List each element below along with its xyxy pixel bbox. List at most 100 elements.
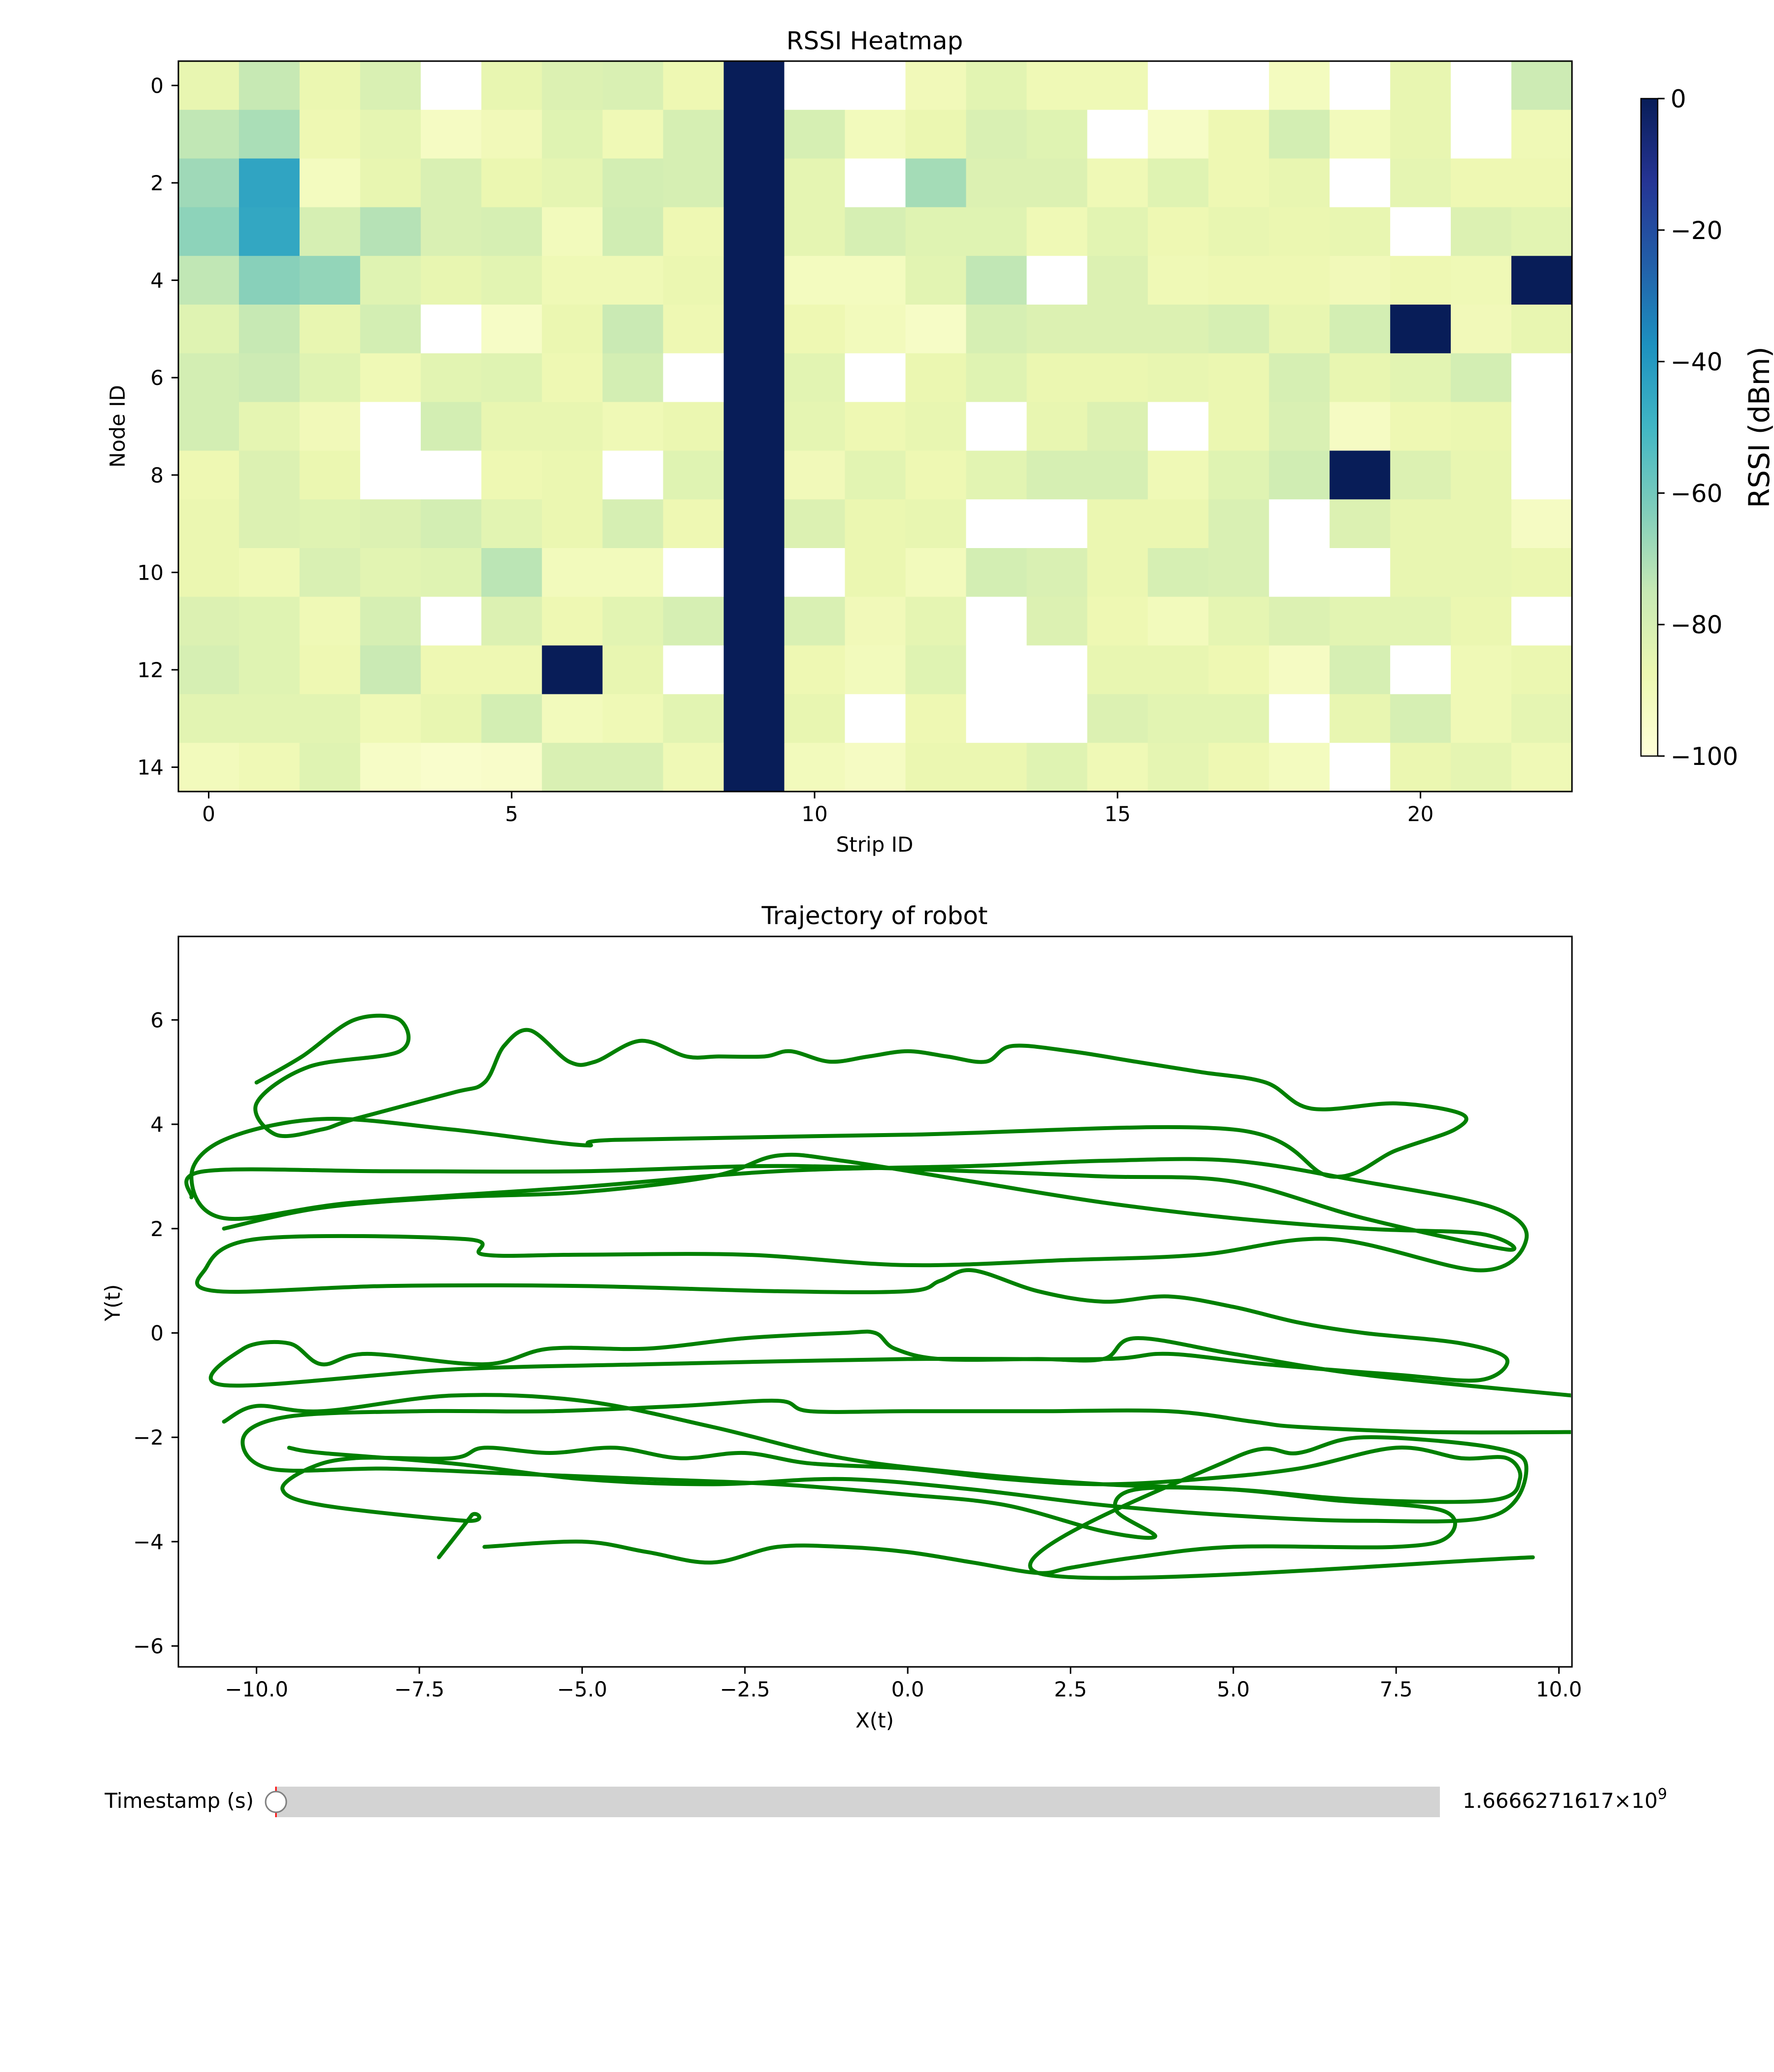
trajectory-y-tick-label: 6: [150, 1008, 164, 1032]
heatmap-cell: [723, 743, 785, 792]
heatmap-cell: [481, 305, 543, 354]
heatmap-cell: [1148, 109, 1209, 159]
heatmap-cell: [1511, 694, 1572, 743]
slider-track[interactable]: [276, 1787, 1440, 1817]
trajectory-y-tick-label: −6: [133, 1634, 164, 1658]
heatmap-cell: [1390, 207, 1451, 256]
heatmap-cell: [299, 402, 361, 451]
heatmap-cell: [905, 596, 967, 646]
heatmap-cell: [1390, 450, 1451, 500]
heatmap-cell: [663, 256, 724, 305]
heatmap-cell: [784, 256, 846, 305]
heatmap-cell: [420, 450, 482, 500]
heatmap-cell: [784, 596, 846, 646]
trajectory-chart: Trajectory of robot −10.0 −7.5 −5.0 −2.5 0.0…: [101, 901, 1582, 1732]
heatmap-cell: [602, 158, 664, 207]
heatmap-cell: [845, 450, 906, 500]
slider-handle[interactable]: [265, 1791, 287, 1813]
heatmap-cell: [1026, 596, 1088, 646]
heatmap-cell: [1511, 645, 1572, 694]
trajectory-y-tick-label: −4: [133, 1530, 164, 1554]
heatmap-cell: [420, 548, 482, 597]
heatmap-cell: [178, 305, 239, 354]
trajectory-x-tick-label: 7.5: [1380, 1677, 1413, 1701]
heatmap-cell: [1390, 158, 1451, 207]
heatmap-cell: [1330, 305, 1391, 354]
heatmap-y-tick-label: 10: [137, 560, 164, 585]
heatmap-cell: [360, 158, 421, 207]
heatmap-cell: [845, 694, 906, 743]
heatmap-cell: [1330, 109, 1391, 159]
heatmap-cell: [1026, 109, 1088, 159]
heatmap-cell: [1451, 402, 1512, 451]
heatmap-cell: [420, 109, 482, 159]
heatmap-cell: [1208, 207, 1269, 256]
heatmap-cell: [1269, 596, 1330, 646]
heatmap-cell: [239, 109, 300, 159]
heatmap-cell: [845, 596, 906, 646]
heatmap-y-tick-label: 8: [150, 463, 164, 487]
heatmap-cell: [1087, 450, 1148, 500]
heatmap-cell: [420, 207, 482, 256]
trajectory-title: Trajectory of robot: [761, 901, 988, 930]
heatmap-cell: [1511, 61, 1572, 110]
heatmap-cell: [420, 694, 482, 743]
heatmap-cell: [299, 256, 361, 305]
heatmap-cell: [1269, 158, 1330, 207]
heatmap-cell: [1087, 207, 1148, 256]
heatmap-cell: [420, 256, 482, 305]
heatmap-cell: [1208, 548, 1269, 597]
heatmap-cell: [1148, 499, 1209, 549]
heatmap-cell: [723, 353, 785, 403]
heatmap-cell: [542, 61, 603, 110]
heatmap-cell: [1511, 596, 1572, 646]
heatmap-cell: [239, 402, 300, 451]
heatmap-cell: [178, 694, 239, 743]
heatmap-cell: [360, 743, 421, 792]
timestamp-slider-group: Timestamp (s) 1.6666271617×109: [104, 1786, 1667, 1817]
heatmap-cell: [723, 499, 785, 549]
heatmap-cell: [1269, 109, 1330, 159]
heatmap-cell: [1390, 645, 1451, 694]
heatmap-cell: [299, 645, 361, 694]
heatmap-cell: [420, 353, 482, 403]
heatmap-cell: [663, 402, 724, 451]
heatmap-y-tick-label: 6: [150, 366, 164, 390]
heatmap-cell: [845, 548, 906, 597]
heatmap-cell: [360, 305, 421, 354]
trajectory-x-tick-label: −2.5: [720, 1677, 770, 1701]
heatmap-cell: [602, 402, 664, 451]
colorbar-tick-label: −40: [1671, 348, 1723, 377]
heatmap-cell: [905, 548, 967, 597]
heatmap-cell: [1148, 256, 1209, 305]
heatmap-cell: [905, 256, 967, 305]
heatmap-cell: [299, 596, 361, 646]
heatmap-cell: [966, 353, 1027, 403]
heatmap-cell: [239, 743, 300, 792]
heatmap-cell: [1148, 596, 1209, 646]
heatmap-cell: [1208, 109, 1269, 159]
heatmap-cell: [723, 158, 785, 207]
heatmap-cell: [1208, 645, 1269, 694]
trajectory-segment: [287, 1435, 1535, 1580]
heatmap-y-tick-label: 14: [137, 756, 164, 780]
heatmap-cell: [542, 743, 603, 792]
heatmap-cell: [1390, 256, 1451, 305]
heatmap-cell: [1087, 353, 1148, 403]
trajectory-x-tick-label: 5.0: [1217, 1677, 1250, 1701]
heatmap-cell: [299, 548, 361, 597]
heatmap-cell: [784, 645, 846, 694]
heatmap-cell: [602, 645, 664, 694]
heatmap-cell: [1269, 694, 1330, 743]
heatmap-cell: [299, 109, 361, 159]
heatmap-cell: [481, 743, 543, 792]
heatmap-cell: [1208, 499, 1269, 549]
heatmap-cell: [178, 645, 239, 694]
colorbar-ticks: 0 −20 −40 −60 −80 −100: [1658, 85, 1738, 771]
heatmap-frame: [177, 60, 1573, 793]
heatmap-cell: [1451, 450, 1512, 500]
heatmap-cell: [905, 61, 967, 110]
heatmap-cell: [542, 158, 603, 207]
heatmap-cell: [1390, 402, 1451, 451]
trajectory-segment: [189, 1013, 1571, 1398]
